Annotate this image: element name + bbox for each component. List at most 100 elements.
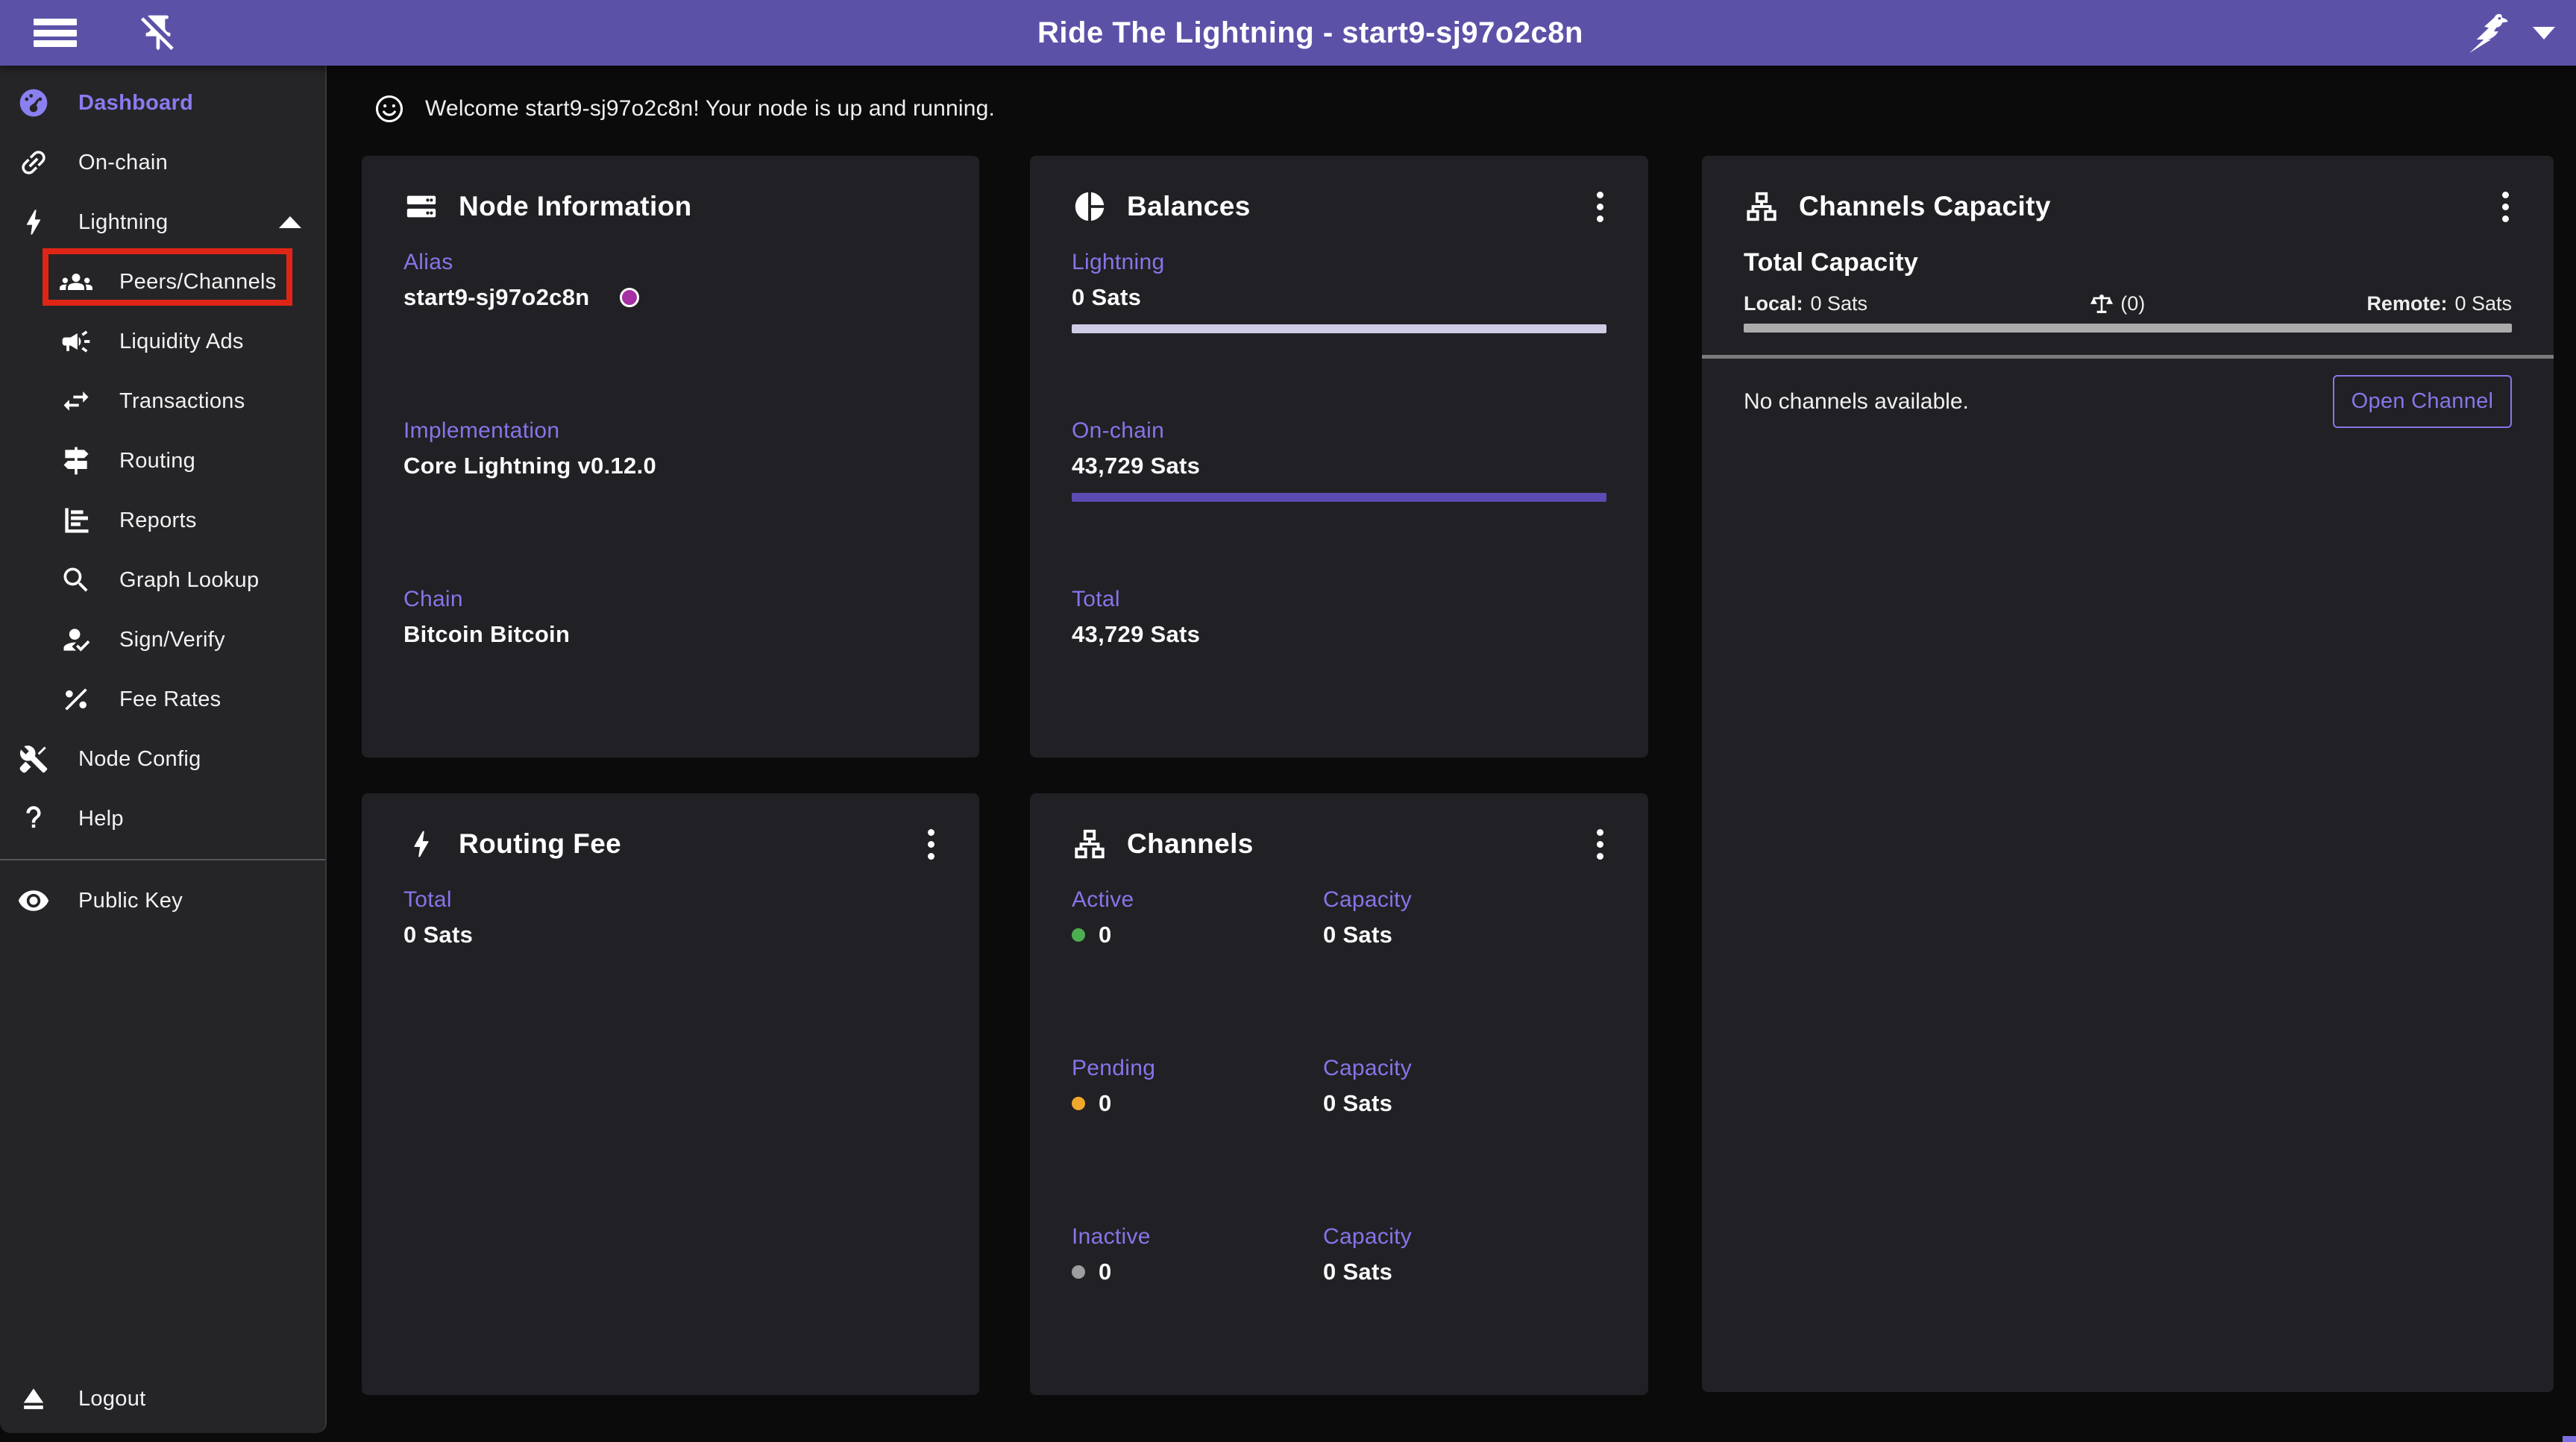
dashboard-icon: [17, 86, 50, 119]
signpost-icon: [60, 444, 92, 477]
sidebar-item-label: Dashboard: [78, 90, 194, 115]
sidebar-item-label: Peers/Channels: [119, 269, 277, 294]
routing-fee-total-label: Total: [403, 887, 452, 912]
smiley-icon: [373, 92, 406, 125]
network-icon: [1744, 189, 1779, 224]
onchain-balance-bar: [1072, 493, 1606, 502]
sidebar-item-logout[interactable]: Logout: [0, 1372, 325, 1426]
kebab-menu-icon[interactable]: [1589, 189, 1611, 225]
peers-group-icon: [60, 265, 92, 298]
chain-value: Bitcoin Bitcoin: [403, 621, 571, 647]
card-title: Routing Fee: [459, 828, 622, 859]
implementation-value: Core Lightning v0.12.0: [403, 453, 657, 479]
sidebar-item-peers-channels[interactable]: Peers/Channels: [0, 252, 325, 312]
sidebar-item-onchain[interactable]: On-chain: [0, 133, 325, 192]
sidebar-item-lightning[interactable]: Lightning: [0, 192, 325, 252]
sidebar-item-transactions[interactable]: Transactions: [0, 371, 325, 431]
sidebar-item-node-config[interactable]: Node Config: [0, 729, 325, 789]
menu-icon[interactable]: [34, 16, 77, 49]
sidebar-item-fee-rates[interactable]: Fee Rates: [0, 670, 325, 729]
capacity-bar: [1744, 324, 2512, 333]
question-mark-icon: [17, 802, 50, 835]
channels-active-row: Active 0 Capacity 0 Sats: [1072, 887, 1606, 1056]
inactive-label: Inactive: [1072, 1224, 1151, 1249]
inactive-status-dot: [1072, 1265, 1085, 1279]
swap-arrows-icon: [60, 385, 92, 418]
local-label: Local:: [1744, 292, 1803, 315]
alias-label: Alias: [403, 250, 453, 274]
kebab-menu-icon[interactable]: [920, 826, 942, 863]
sidebar-item-reports[interactable]: Reports: [0, 491, 325, 550]
channels-pending-row: Pending 0 Capacity 0 Sats: [1072, 1056, 1606, 1224]
card-title: Channels Capacity: [1799, 191, 2051, 221]
sidebar-item-label: Public Key: [78, 888, 183, 913]
sidebar-item-sign-verify[interactable]: Sign/Verify: [0, 610, 325, 670]
sidebar-item-routing[interactable]: Routing: [0, 431, 325, 491]
chevron-down-icon[interactable]: [2533, 26, 2555, 40]
lightning-bolt-icon: [17, 206, 50, 239]
network-icon: [1072, 826, 1108, 862]
sidebar-item-label: Help: [78, 806, 124, 831]
pending-status-dot: [1072, 1097, 1085, 1110]
sidebar-item-help[interactable]: Help: [0, 789, 325, 848]
rtl-logo-icon[interactable]: [2458, 9, 2513, 57]
percent-icon: [60, 683, 92, 716]
total-balance-label: Total: [1072, 587, 1120, 611]
sidebar: Dashboard On-chain Lightning Peers/Chann…: [0, 66, 327, 1433]
eject-icon: [17, 1382, 50, 1415]
sidebar-divider: [0, 859, 325, 860]
routing-fee-total-value: 0 Sats: [403, 922, 474, 948]
balances-card: Balances Lightning 0 Sats On-chain 43,72…: [1030, 156, 1648, 758]
onchain-balance-label: On-chain: [1072, 418, 1165, 443]
server-icon: [403, 189, 439, 224]
capacity-label: Capacity: [1322, 887, 1413, 912]
chain-label: Chain: [403, 587, 463, 611]
channels-card: Channels Active 0 Capacity 0 Sats Pendin…: [1030, 793, 1648, 1395]
kebab-menu-icon[interactable]: [2495, 189, 2516, 225]
sidebar-item-graph-lookup[interactable]: Graph Lookup: [0, 550, 325, 610]
local-value: 0 Sats: [1810, 292, 1868, 315]
alias-color-dot: [619, 288, 639, 307]
capacity-label: Capacity: [1322, 1056, 1413, 1080]
app-title: Ride The Lightning - start9-sj97o2c8n: [1037, 16, 1583, 49]
inactive-count: 0: [1099, 1259, 1112, 1285]
bar-chart-icon: [60, 504, 92, 537]
chain-link-icon: [17, 146, 50, 179]
kebab-menu-icon[interactable]: [1589, 826, 1611, 863]
no-channels-text: No channels available.: [1744, 388, 1969, 414]
sidebar-item-dashboard[interactable]: Dashboard: [0, 73, 325, 133]
lightning-balance-label: Lightning: [1072, 250, 1165, 274]
person-check-icon: [60, 623, 92, 656]
open-channel-button[interactable]: Open Channel: [2333, 375, 2512, 428]
pie-chart-icon: [1072, 189, 1108, 224]
sidebar-item-label: Node Config: [78, 746, 201, 771]
pending-label: Pending: [1072, 1056, 1156, 1080]
sidebar-item-label: Fee Rates: [119, 687, 222, 711]
alias-value: start9-sj97o2c8n: [403, 284, 590, 310]
card-divider: [1702, 355, 2554, 359]
capacity-value: 0 Sats: [1322, 922, 1393, 948]
remote-value: 0 Sats: [2454, 292, 2512, 315]
sidebar-item-public-key[interactable]: Public Key: [0, 871, 325, 931]
welcome-banner: Welcome start9-sj97o2c8n! Your node is u…: [373, 84, 995, 134]
sidebar-item-liquidity-ads[interactable]: Liquidity Ads: [0, 312, 325, 371]
active-status-dot: [1072, 928, 1085, 942]
total-balance-value: 43,729 Sats: [1072, 621, 1201, 647]
capacity-value: 0 Sats: [1322, 1090, 1393, 1116]
card-title: Channels: [1127, 828, 1254, 859]
scrollbar-corner: [2563, 1436, 2576, 1442]
sidebar-item-label: Routing: [119, 448, 196, 473]
lightning-bolt-icon: [403, 826, 439, 862]
routing-fee-card: Routing Fee Total 0 Sats: [362, 793, 979, 1395]
search-icon: [60, 564, 92, 596]
pin-off-icon[interactable]: [135, 10, 181, 56]
capacity-value: 0 Sats: [1322, 1259, 1393, 1285]
eye-icon: [17, 884, 50, 917]
sidebar-item-label: Reports: [119, 508, 197, 532]
sidebar-item-label: On-chain: [78, 150, 169, 174]
tools-icon: [17, 743, 50, 775]
channels-inactive-row: Inactive 0 Capacity 0 Sats: [1072, 1224, 1606, 1393]
card-title: Node Information: [459, 191, 692, 221]
balance-score-value: (0): [2120, 292, 2146, 315]
capacity-label: Capacity: [1322, 1224, 1413, 1249]
